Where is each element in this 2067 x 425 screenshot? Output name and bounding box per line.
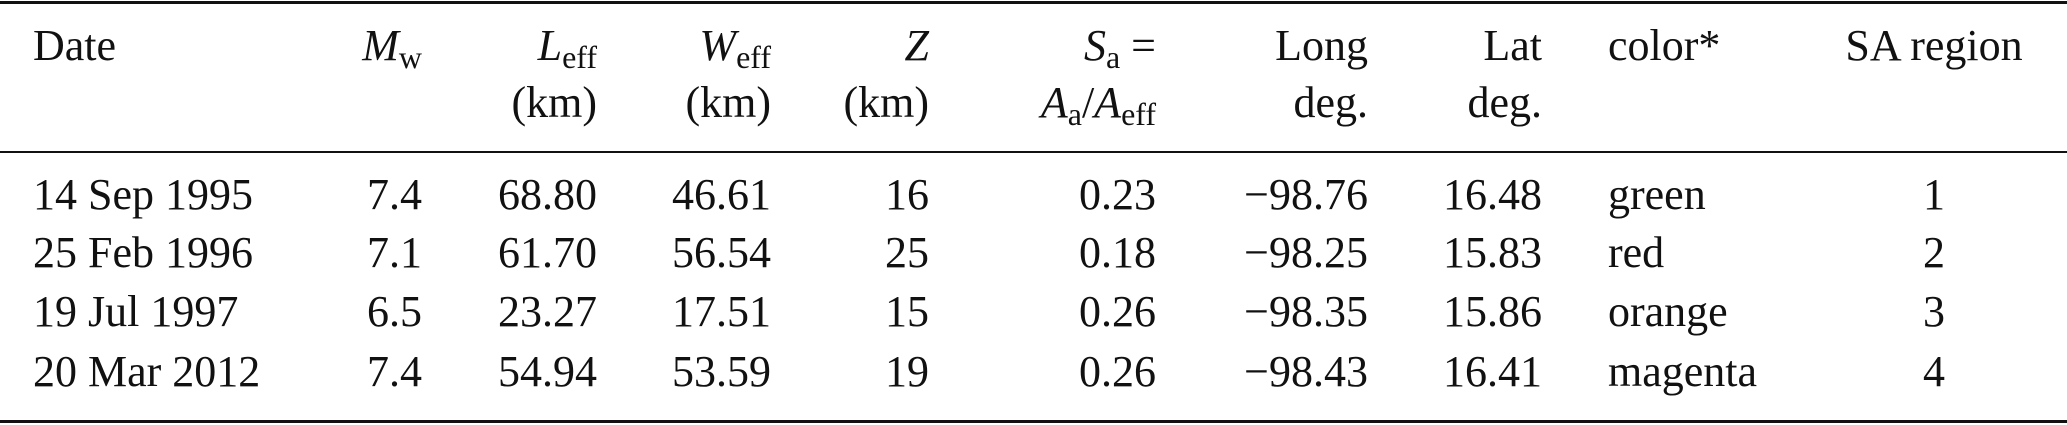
header-text: eff [1121, 96, 1156, 132]
table-cell: 19 Jul 1997 [33, 287, 239, 336]
header-cell: (km) [511, 75, 597, 131]
header-text: a [1067, 96, 1082, 132]
header-text: a [1105, 39, 1121, 75]
table-cell: 6.5 [367, 287, 422, 336]
header-text: A [1094, 78, 1122, 127]
header-text: Lat [1483, 21, 1542, 70]
table-cell: 23.27 [498, 287, 597, 336]
table-cell: 0.23 [1079, 170, 1156, 219]
header-text: Long [1275, 21, 1368, 70]
table-cell: red [1608, 228, 1665, 277]
header-text: L [537, 21, 563, 70]
header-text: color* [1608, 21, 1721, 70]
table-cell: −98.35 [1244, 287, 1368, 336]
table-cell: −98.25 [1244, 228, 1368, 277]
table-cell: magenta [1608, 347, 1758, 396]
table-cell: 19 [885, 347, 929, 396]
header-cell: color* [1608, 18, 1720, 74]
table-cell: 56.54 [672, 228, 771, 277]
header-text: = [1120, 21, 1156, 70]
header-text: (km) [511, 78, 597, 127]
table-cell: −98.43 [1244, 347, 1368, 396]
header-cell: (km) [843, 75, 929, 131]
table-cell: 25 Feb 1996 [33, 228, 253, 277]
header-cell: SA region [1845, 18, 2022, 74]
header-cell: Long [1275, 18, 1368, 74]
header-text: M [362, 21, 399, 70]
header-text: (km) [843, 78, 929, 127]
header-cell: Lat [1483, 18, 1542, 74]
header-text: eff [736, 39, 771, 75]
header-cell: (km) [685, 75, 771, 131]
header-text: Z [904, 21, 929, 70]
table-cell: green [1608, 170, 1706, 219]
table-cell: 0.26 [1079, 347, 1156, 396]
header-cell: Z [905, 18, 929, 74]
table-cell: 14 Sep 1995 [33, 170, 253, 219]
table-cell: 1 [1923, 170, 1945, 219]
header-cell: Aa/Aeff [1040, 75, 1156, 132]
header-cell: Sa = [1083, 18, 1156, 75]
top-rule [0, 1, 2067, 4]
header-text: w [398, 39, 422, 75]
table-cell: 15 [885, 287, 929, 336]
table-cell: −98.76 [1244, 170, 1368, 219]
table-cell: 20 Mar 2012 [33, 347, 261, 396]
header-text: A [1040, 78, 1068, 127]
table-cell: 2 [1923, 228, 1945, 277]
table-cell: orange [1608, 287, 1728, 336]
table-cell: 68.80 [498, 170, 597, 219]
header-text: (km) [685, 78, 771, 127]
table-cell: 15.86 [1443, 287, 1542, 336]
table-cell: 0.26 [1079, 287, 1156, 336]
header-text: eff [562, 39, 597, 75]
header-text: / [1081, 78, 1095, 127]
header-text: S [1083, 21, 1106, 70]
header-text: deg. [1293, 78, 1368, 127]
header-text: SA region [1845, 21, 2023, 70]
table-cell: 7.4 [367, 347, 422, 396]
table-cell: 54.94 [498, 347, 597, 396]
bottom-rule [0, 420, 2067, 423]
table-cell: 15.83 [1443, 228, 1542, 277]
header-cell: Mw [362, 18, 422, 75]
table-cell: 25 [885, 228, 929, 277]
table-cell: 16 [885, 170, 929, 219]
table-cell: 7.1 [367, 228, 422, 277]
table-cell: 3 [1923, 287, 1945, 336]
header-rule [0, 151, 2067, 153]
table-cell: 16.41 [1443, 347, 1542, 396]
header-cell: deg. [1467, 75, 1542, 131]
header-text: deg. [1467, 78, 1542, 127]
table-cell: 4 [1923, 347, 1945, 396]
table-cell: 0.18 [1079, 228, 1156, 277]
header-cell: deg. [1293, 75, 1368, 131]
header-text: Date [33, 21, 117, 70]
header-cell: Leff [537, 18, 597, 75]
table-cell: 53.59 [672, 347, 771, 396]
table-cell: 17.51 [672, 287, 771, 336]
table-cell: 46.61 [672, 170, 771, 219]
header-cell: Date [33, 18, 116, 74]
header-text: W [699, 21, 737, 70]
table-cell: 61.70 [498, 228, 597, 277]
table-cell: 16.48 [1443, 170, 1542, 219]
header-cell: Weff [699, 18, 771, 75]
table-cell: 7.4 [367, 170, 422, 219]
